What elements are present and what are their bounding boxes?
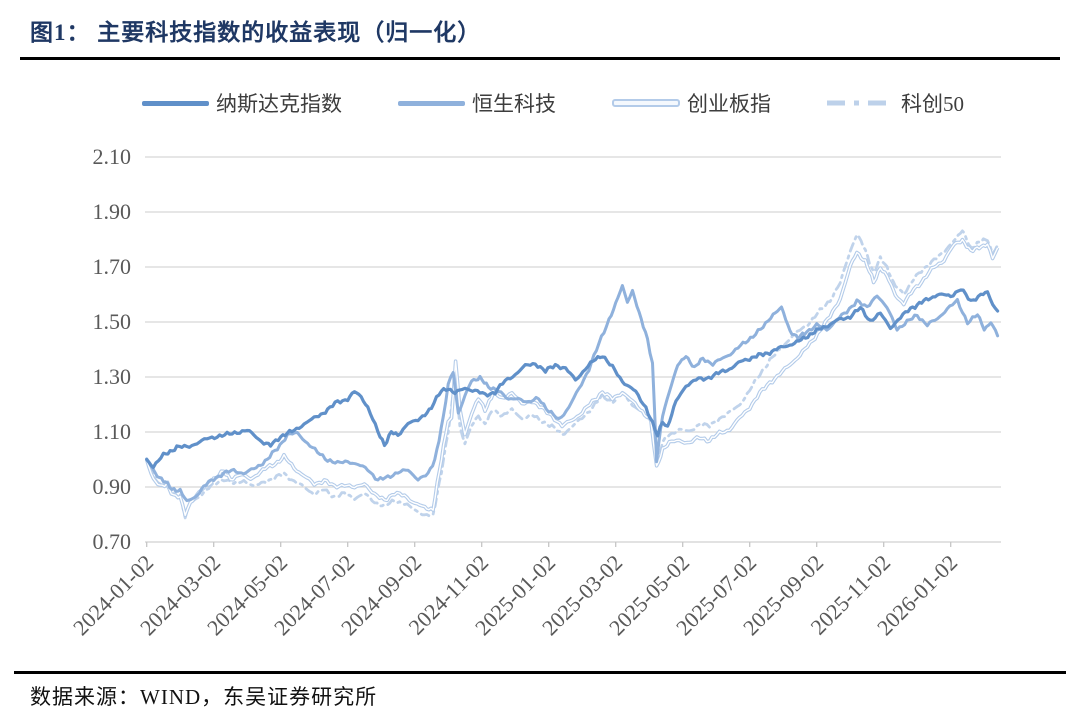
series-star50-line bbox=[145, 229, 999, 520]
y-tick-label: 1.50 bbox=[93, 309, 132, 334]
y-tick-label: 1.10 bbox=[93, 419, 132, 444]
series-chinext-core bbox=[146, 238, 999, 517]
legend-item-hstech: 恒生科技 bbox=[398, 88, 556, 118]
legend-line-sample-hstech bbox=[398, 100, 465, 106]
footer-divider-rule bbox=[14, 671, 1066, 674]
legend-label-nasdaq: 纳斯达克指数 bbox=[216, 92, 342, 116]
series-hstech-line bbox=[145, 284, 1000, 503]
y-tick-label: 1.30 bbox=[93, 364, 132, 389]
y-tick-label: 1.70 bbox=[93, 254, 132, 279]
y-tick-label: 0.70 bbox=[93, 529, 132, 554]
legend-item-star50: 科创50 bbox=[827, 88, 964, 118]
legend-label-star50: 科创50 bbox=[901, 92, 964, 116]
title-divider-rule bbox=[20, 57, 1060, 60]
legend-label-chinext: 创业板指 bbox=[687, 92, 771, 116]
legend-line-sample-chinext bbox=[612, 99, 680, 107]
figure-title: 图1： 主要科技指数的收益表现（归一化） bbox=[30, 20, 482, 45]
legend-item-chinext: 创业板指 bbox=[612, 88, 771, 118]
y-tick-label: 2.10 bbox=[93, 144, 132, 169]
y-tick-label: 0.90 bbox=[93, 474, 132, 499]
data-source-note: 数据来源：WIND，东吴证券研究所 bbox=[30, 685, 378, 709]
chart-legend: 纳斯达克指数 恒生科技 创业板指 科创50 bbox=[142, 90, 964, 116]
legend-label-hstech: 恒生科技 bbox=[472, 92, 556, 116]
y-tick-label: 1.90 bbox=[93, 199, 132, 224]
legend-item-nasdaq: 纳斯达克指数 bbox=[142, 88, 342, 118]
series-nasdaq-line bbox=[145, 288, 1000, 469]
legend-line-sample-star50 bbox=[827, 100, 894, 106]
legend-line-sample-nasdaq bbox=[142, 100, 209, 106]
